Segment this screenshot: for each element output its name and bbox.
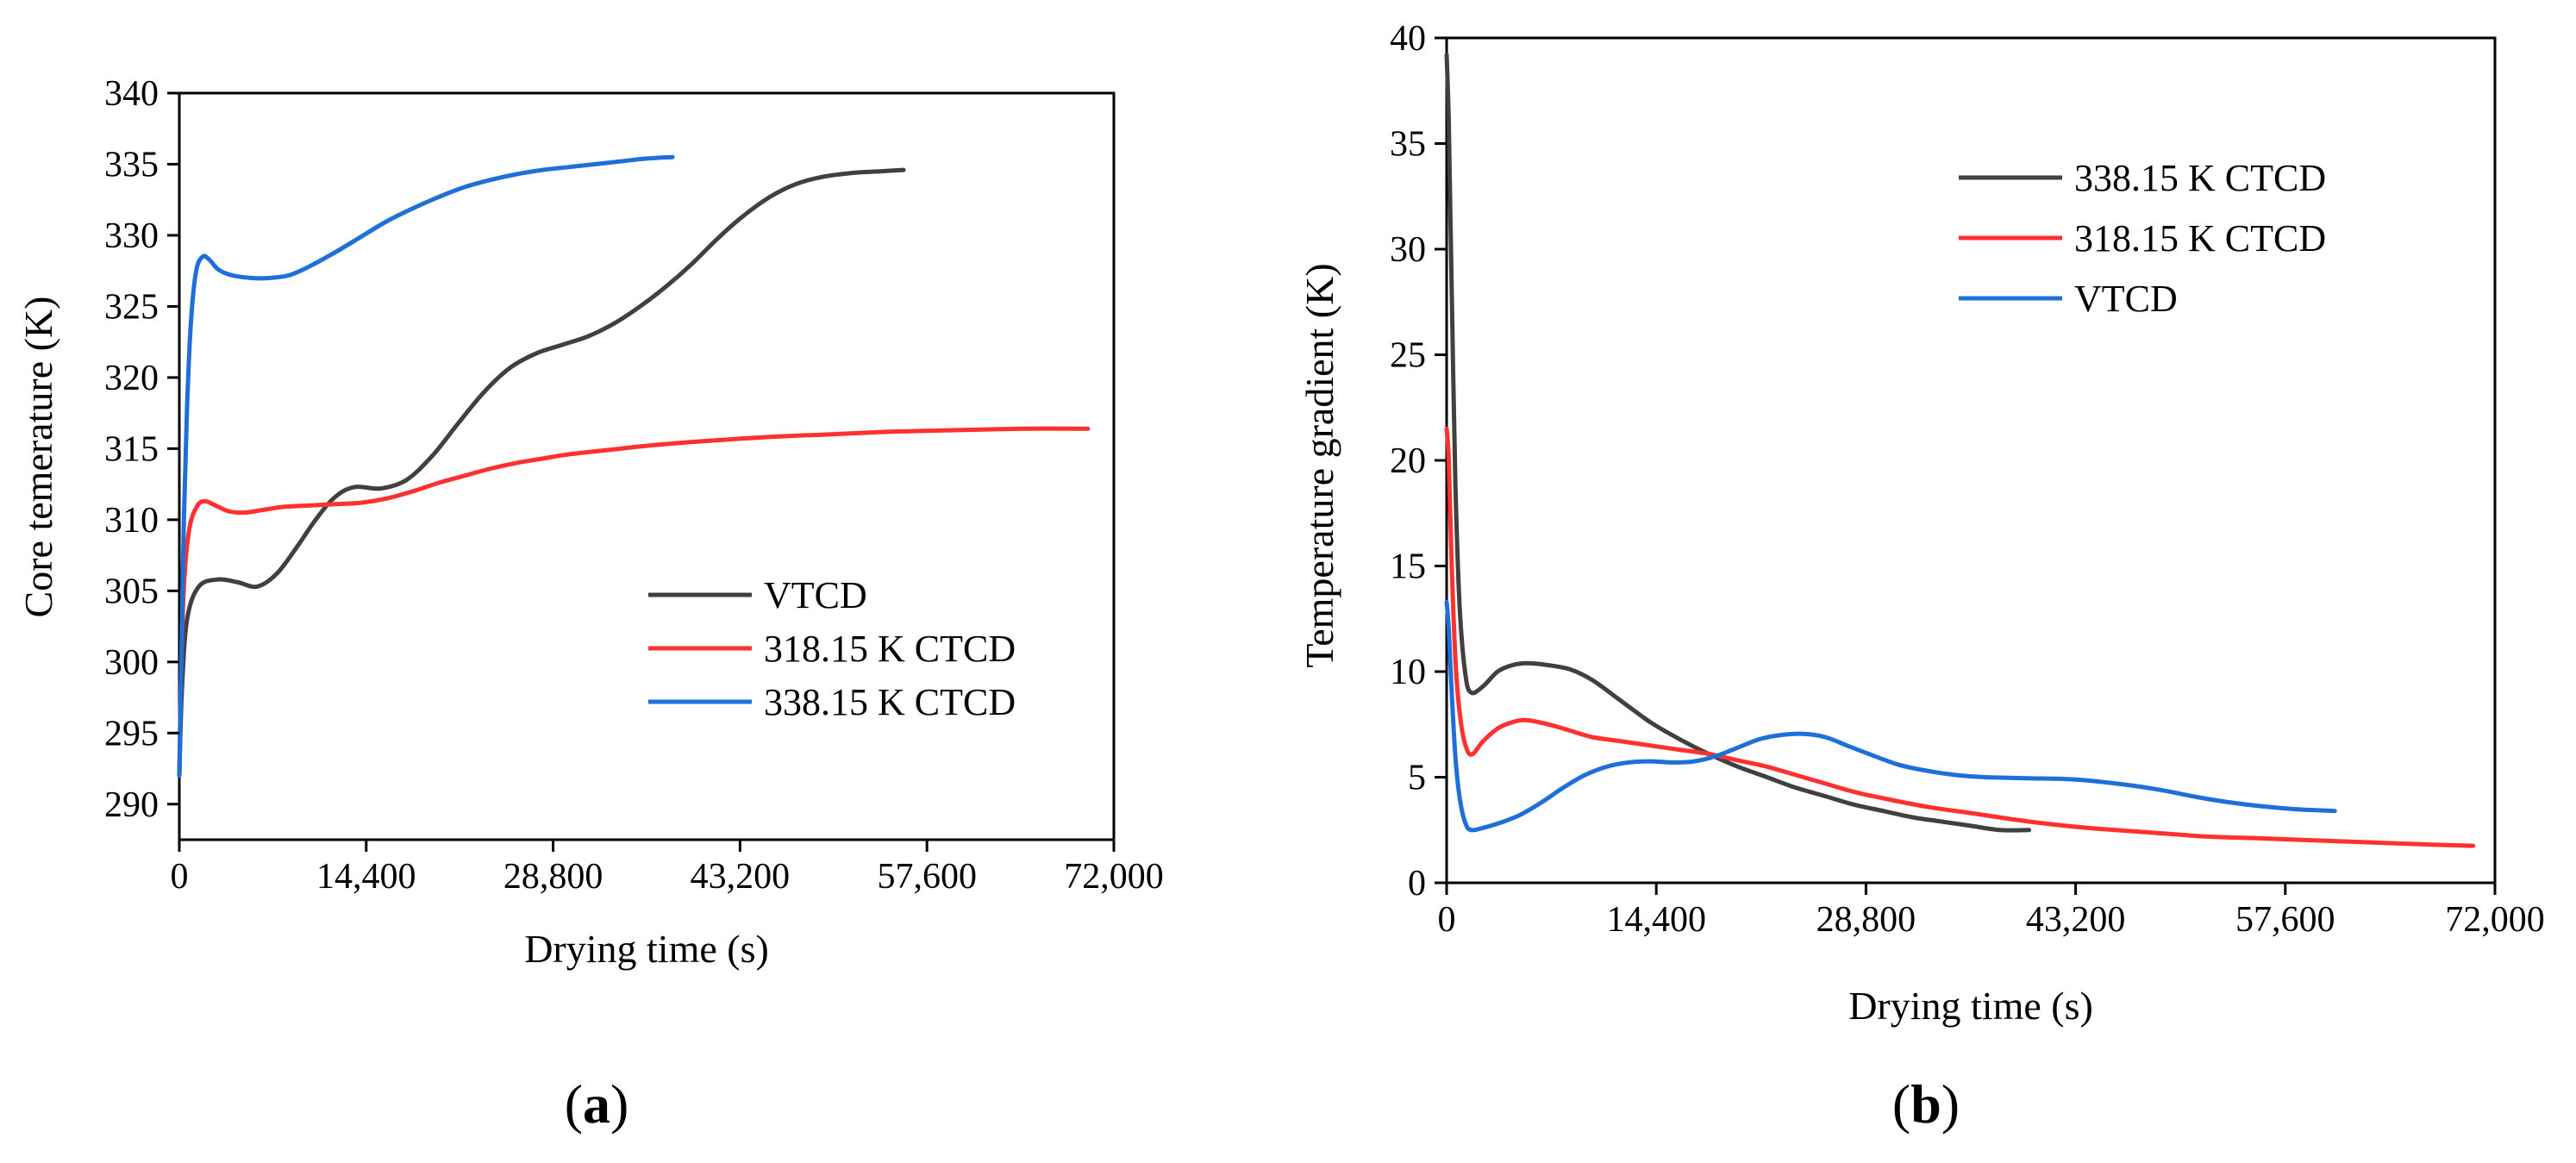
y-tick-label-b: 35 bbox=[1390, 125, 1426, 165]
x-tick-label-a: 28,800 bbox=[503, 857, 603, 897]
y-tick-label-a: 295 bbox=[104, 714, 159, 753]
series-group-a bbox=[177, 154, 1091, 778]
y-axis-label-a: Core temerature (K) bbox=[16, 297, 60, 618]
tick-group-b: 0 14,400 28,800 43,200 57,600 72,000 0 5 10 15 20 2… bbox=[1390, 19, 2545, 940]
x-tick-label-b: 0 bbox=[1438, 900, 1456, 940]
y-tick-label-a: 315 bbox=[104, 429, 159, 469]
legend-a: VTCD 318.15 K CTCD 338.15 K CTCD bbox=[648, 574, 1016, 723]
y-tick-label-b: 25 bbox=[1390, 336, 1426, 376]
x-tick-label-a: 72,000 bbox=[1064, 857, 1164, 897]
y-tick-label-a: 330 bbox=[104, 216, 159, 256]
y-tick-label-a: 300 bbox=[104, 643, 159, 683]
y-tick-label-a: 325 bbox=[104, 287, 159, 327]
tick-group-a: 0 14,400 28,800 43,200 57,600 72,000 290 295 300… bbox=[104, 74, 1164, 897]
plot-frame-b bbox=[1445, 36, 2497, 885]
y-axis-label-b: Temperature gradient (K) bbox=[1297, 263, 1341, 667]
series-line-a-338-15-k-ctcd bbox=[177, 154, 675, 778]
legend-b: 338.15 K CTCD 318.15 K CTCD VTCD bbox=[1959, 157, 2326, 320]
x-tick-label-b: 14,400 bbox=[1606, 900, 1706, 940]
y-tick-label-a: 290 bbox=[104, 785, 159, 825]
y-tick-label-a: 335 bbox=[104, 145, 159, 184]
plot-frame-a bbox=[178, 91, 1116, 841]
y-tick-label-b: 30 bbox=[1390, 230, 1426, 270]
series-line-a-vtcd bbox=[177, 167, 906, 778]
x-tick-label-a: 0 bbox=[171, 857, 189, 897]
legend-label-a: 318.15 K CTCD bbox=[764, 628, 1016, 670]
y-tick-label-b: 5 bbox=[1408, 759, 1426, 798]
legend-label-b: VTCD bbox=[2074, 278, 2178, 320]
chart-panel-a: 0 14,400 28,800 43,200 57,600 72,000 290 295 300… bbox=[16, 74, 1164, 1135]
x-axis-label-a: Drying time (s) bbox=[524, 927, 769, 971]
panel-label-b-letter: b bbox=[1910, 1073, 1941, 1135]
legend-label-a: 338.15 K CTCD bbox=[764, 681, 1016, 723]
panel-label-b: (b) bbox=[1892, 1073, 1960, 1135]
y-tick-label-b: 20 bbox=[1390, 441, 1426, 481]
x-axis-label-b: Drying time (s) bbox=[1848, 984, 2093, 1028]
series-line-a-318-15-k-ctcd bbox=[177, 426, 1091, 778]
series-line-b-318-15-k-ctcd bbox=[1444, 426, 2476, 848]
series-line-b-338-15-k-ctcd bbox=[1444, 53, 2032, 833]
y-tick-label-b: 0 bbox=[1408, 864, 1426, 904]
series-line-b-vtcd bbox=[1444, 599, 2337, 833]
panel-label-b-open: ( bbox=[1892, 1073, 1910, 1135]
panel-label-a-close: ) bbox=[610, 1073, 628, 1135]
panel-label-b-close: ) bbox=[1941, 1073, 1960, 1135]
x-tick-label-b: 28,800 bbox=[1816, 900, 1916, 940]
x-tick-label-b: 43,200 bbox=[2026, 900, 2126, 940]
y-tick-label-b: 40 bbox=[1390, 19, 1426, 59]
panel-label-a-letter: a bbox=[583, 1073, 610, 1135]
panel-label-a-open: ( bbox=[565, 1073, 583, 1135]
legend-label-b: 338.15 K CTCD bbox=[2074, 157, 2326, 199]
y-tick-label-a: 310 bbox=[104, 501, 159, 541]
panel-label-a: (a) bbox=[565, 1073, 629, 1135]
chart-panel-b: 0 14,400 28,800 43,200 57,600 72,000 0 5 10 15 20 2… bbox=[1297, 19, 2545, 1135]
series-group-b bbox=[1444, 53, 2476, 848]
y-tick-label-a: 320 bbox=[104, 359, 159, 398]
x-tick-label-b: 72,000 bbox=[2445, 900, 2545, 940]
legend-label-b: 318.15 K CTCD bbox=[2074, 217, 2326, 259]
y-tick-label-b: 15 bbox=[1390, 547, 1426, 587]
x-tick-label-a: 43,200 bbox=[691, 857, 791, 897]
x-tick-label-a: 57,600 bbox=[877, 857, 977, 897]
legend-label-a: VTCD bbox=[764, 574, 867, 616]
y-tick-label-a: 340 bbox=[104, 74, 159, 114]
x-tick-label-a: 14,400 bbox=[316, 857, 416, 897]
y-tick-label-b: 10 bbox=[1390, 653, 1426, 692]
y-tick-label-a: 305 bbox=[104, 572, 159, 611]
x-tick-label-b: 57,600 bbox=[2235, 900, 2335, 940]
